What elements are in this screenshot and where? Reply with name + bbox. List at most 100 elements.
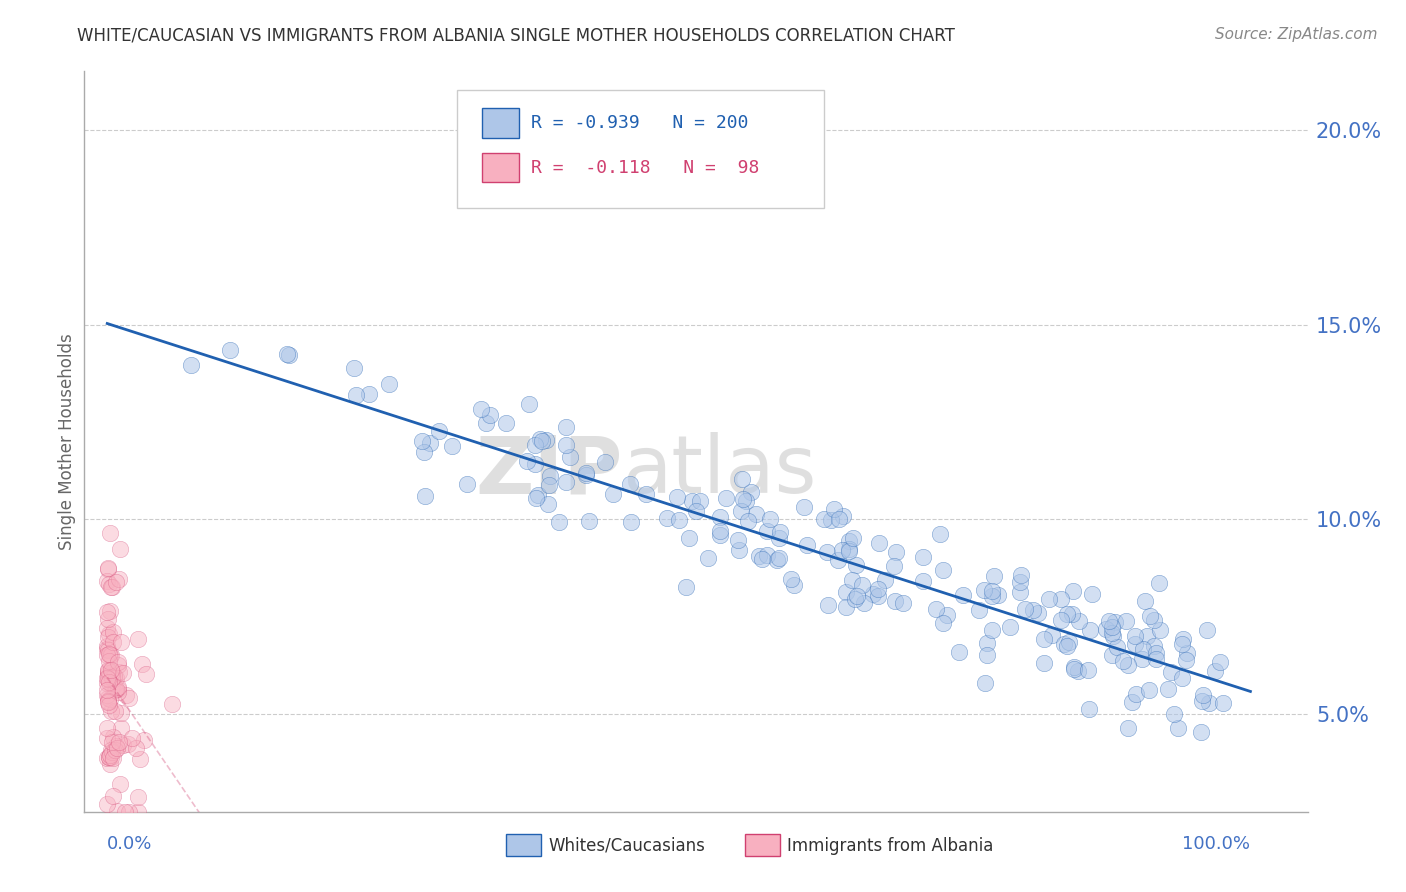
- Point: [1014, 602, 1036, 616]
- Point: [1149, 623, 1171, 637]
- Point: [98, 604, 121, 618]
- Point: [555, 420, 578, 434]
- Point: [100, 743, 122, 757]
- Point: [796, 538, 818, 552]
- Point: [1077, 663, 1099, 677]
- Point: [121, 731, 143, 746]
- Point: [768, 531, 790, 545]
- Point: [538, 469, 561, 483]
- Point: [709, 524, 731, 538]
- Text: 0.0%: 0.0%: [107, 835, 153, 853]
- Point: [668, 513, 690, 527]
- Point: [104, 671, 127, 685]
- Point: [842, 531, 865, 545]
- Point: [107, 680, 129, 694]
- Point: [97, 665, 120, 679]
- Point: [1066, 665, 1088, 679]
- Point: [98, 525, 121, 540]
- Point: [820, 513, 842, 527]
- Point: [1130, 652, 1153, 666]
- Point: [537, 497, 560, 511]
- Point: [277, 349, 299, 363]
- Text: Immigrants from Albania: Immigrants from Albania: [787, 837, 994, 855]
- Point: [218, 343, 240, 358]
- Point: [1171, 637, 1194, 651]
- Point: [828, 512, 851, 526]
- Point: [96, 671, 118, 685]
- Point: [987, 588, 1010, 602]
- Point: [100, 663, 122, 677]
- Point: [932, 563, 955, 577]
- Point: [980, 623, 1002, 637]
- Point: [1050, 592, 1073, 607]
- Point: [728, 543, 751, 558]
- Point: [96, 648, 118, 663]
- Point: [1101, 619, 1123, 633]
- Point: [998, 620, 1021, 634]
- Point: [96, 797, 118, 812]
- Point: [740, 485, 762, 500]
- Point: [96, 676, 118, 690]
- Point: [127, 805, 149, 819]
- Point: [976, 648, 998, 663]
- Point: [108, 735, 131, 749]
- Point: [534, 433, 557, 447]
- Point: [845, 589, 868, 603]
- Point: [1063, 660, 1085, 674]
- Point: [981, 583, 1004, 598]
- Point: [817, 598, 839, 612]
- Point: [1116, 721, 1139, 735]
- Point: [1032, 657, 1054, 671]
- Point: [101, 678, 124, 692]
- Point: [1175, 647, 1198, 661]
- Point: [1189, 725, 1212, 739]
- Point: [853, 596, 876, 610]
- Point: [1209, 655, 1232, 669]
- Point: [1062, 584, 1084, 599]
- Point: [96, 688, 118, 702]
- Point: [884, 545, 907, 559]
- Point: [1101, 625, 1123, 640]
- Point: [108, 665, 131, 680]
- Point: [103, 635, 125, 649]
- Point: [976, 636, 998, 650]
- Point: [1212, 696, 1234, 710]
- Point: [813, 512, 835, 526]
- Point: [98, 749, 121, 764]
- Point: [827, 553, 849, 567]
- Point: [925, 601, 948, 615]
- Point: [97, 694, 120, 708]
- Point: [1116, 658, 1139, 673]
- Point: [1123, 629, 1146, 643]
- Point: [1098, 614, 1121, 628]
- Point: [97, 669, 120, 683]
- Point: [1101, 648, 1123, 663]
- Point: [730, 504, 752, 518]
- Point: [1133, 593, 1156, 607]
- Point: [1032, 632, 1054, 646]
- Point: [755, 548, 778, 562]
- Point: [823, 502, 845, 516]
- Point: [1171, 632, 1194, 646]
- Point: [516, 454, 538, 468]
- Point: [911, 574, 934, 589]
- Point: [768, 551, 790, 566]
- Point: [575, 466, 598, 480]
- Point: [1063, 662, 1085, 676]
- Point: [97, 665, 120, 680]
- Point: [844, 592, 866, 607]
- Point: [1114, 615, 1136, 629]
- Point: [835, 599, 858, 614]
- Point: [427, 424, 450, 438]
- Point: [845, 558, 868, 573]
- Point: [1142, 613, 1164, 627]
- Point: [548, 515, 571, 529]
- Point: [948, 645, 970, 659]
- Point: [98, 750, 121, 764]
- Point: [1008, 575, 1031, 590]
- Point: [96, 605, 118, 619]
- Point: [1137, 682, 1160, 697]
- Point: [107, 681, 129, 696]
- Point: [841, 573, 863, 587]
- Text: R = -0.939   N = 200: R = -0.939 N = 200: [531, 114, 748, 132]
